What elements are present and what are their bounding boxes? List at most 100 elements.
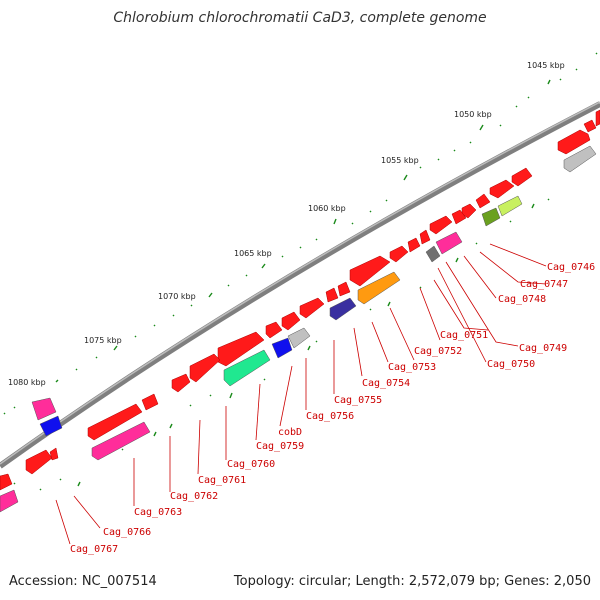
kbp-label-1070: 1070 kbp xyxy=(158,292,196,301)
tick xyxy=(190,304,193,307)
genome-backbone xyxy=(0,101,600,469)
kbp-label-1075: 1075 kbp xyxy=(84,336,122,345)
gene-box-orange xyxy=(357,271,401,305)
gene-label-cag-0752: Cag_0752 xyxy=(414,346,462,357)
gene-label-cag-0749: Cag_0749 xyxy=(519,343,567,354)
gene-arrow xyxy=(299,297,325,319)
kbp-label-1050: 1050 kbp xyxy=(454,110,492,119)
leader-line xyxy=(279,365,293,427)
gene-arrow xyxy=(87,403,143,441)
leader-line xyxy=(445,261,519,347)
leader-line xyxy=(255,383,261,441)
gene-arrow xyxy=(475,193,491,209)
inner-gene-track xyxy=(0,145,597,513)
gene-box-magenta xyxy=(31,397,57,421)
tick xyxy=(59,478,62,481)
leader-line xyxy=(437,267,487,363)
gene-label-cag-0762: Cag_0762 xyxy=(170,491,218,502)
gene-arrow xyxy=(0,473,13,491)
tick xyxy=(13,406,16,409)
gene-label-cag-0761: Cag_0761 xyxy=(198,475,246,486)
gene-arrow xyxy=(595,109,600,127)
gene-label-cag-0753: Cag_0753 xyxy=(388,362,436,373)
tick xyxy=(169,423,173,429)
gene-arrow xyxy=(189,353,221,383)
leader-line xyxy=(463,255,497,299)
tick xyxy=(453,149,456,152)
tick xyxy=(351,222,354,225)
tick xyxy=(509,220,512,223)
tick xyxy=(245,274,248,277)
tick xyxy=(3,412,6,415)
gene-arrow xyxy=(583,119,597,133)
tick xyxy=(229,392,233,399)
leader-line xyxy=(419,287,441,341)
gene-label-cag-0755: Cag_0755 xyxy=(334,395,382,406)
tick xyxy=(263,378,266,381)
leader-line xyxy=(479,251,547,285)
kbp-label-1045: 1045 kbp xyxy=(527,61,565,70)
gene-label-cag-0759: Cag_0759 xyxy=(256,441,304,452)
gene-arrow xyxy=(337,281,351,297)
kbp-label-1065: 1065 kbp xyxy=(234,249,272,258)
gene-box-dark-grey xyxy=(425,245,441,263)
gene-box-navy xyxy=(329,297,357,321)
tick xyxy=(403,174,408,181)
tick xyxy=(13,482,16,485)
tick xyxy=(499,124,502,127)
tick xyxy=(531,203,535,209)
tick xyxy=(547,79,551,85)
gene-arrow xyxy=(49,447,59,461)
gene-box-blue xyxy=(39,415,63,437)
gene-label-cag-0763: Cag_0763 xyxy=(134,507,182,518)
gene-arrow xyxy=(389,245,409,263)
gene-box-grey xyxy=(563,145,597,173)
tick xyxy=(595,52,598,55)
gene-arrow xyxy=(349,255,391,287)
gene-arrow xyxy=(171,373,191,393)
gene-label-cag-0756: Cag_0756 xyxy=(306,411,354,422)
gene-label-cag-0747: Cag_0747 xyxy=(520,279,568,290)
tick xyxy=(369,308,372,311)
tick xyxy=(515,105,518,108)
gene-arrow xyxy=(265,321,283,339)
kbp-label-1080: 1080 kbp xyxy=(8,378,46,387)
gene-arrow xyxy=(451,209,467,225)
leader-line xyxy=(489,243,547,267)
gene-arrow xyxy=(141,393,159,411)
tick xyxy=(113,345,118,351)
inner-tick-ring xyxy=(13,198,550,491)
leader-line xyxy=(371,321,389,363)
gene-label-cag-0767: Cag_0767 xyxy=(70,544,118,555)
gene-label-cag-0750: Cag_0750 xyxy=(487,359,535,370)
tick xyxy=(134,335,137,338)
tick xyxy=(479,124,484,131)
tick xyxy=(227,284,230,287)
gene-arrow xyxy=(325,287,339,303)
gene-box-blue xyxy=(271,337,293,359)
leader-line xyxy=(197,419,201,475)
leader-line xyxy=(353,327,363,377)
tick xyxy=(469,141,472,144)
gene-arrow xyxy=(281,311,301,331)
gene-label-cobd: cobD xyxy=(278,427,302,438)
tick xyxy=(77,481,81,487)
gene-label-cag-0748: Cag_0748 xyxy=(498,294,546,305)
leader-line xyxy=(433,279,489,331)
tick xyxy=(559,78,562,81)
label-leaders xyxy=(55,243,547,545)
tick xyxy=(121,448,124,451)
tick xyxy=(315,340,318,343)
leader-line xyxy=(55,499,71,545)
gene-arrow xyxy=(25,449,53,475)
tick xyxy=(455,257,459,263)
gene-box-grey xyxy=(287,327,311,349)
gene-box-magenta xyxy=(435,231,463,255)
tick xyxy=(547,198,550,201)
tick xyxy=(385,199,388,202)
gene-arrow xyxy=(407,237,421,253)
tick xyxy=(387,301,391,307)
gene-label-cag-0751: Cag_0751 xyxy=(440,330,488,341)
tick xyxy=(437,158,440,161)
gene-label-cag-0746: Cag_0746 xyxy=(547,262,595,273)
